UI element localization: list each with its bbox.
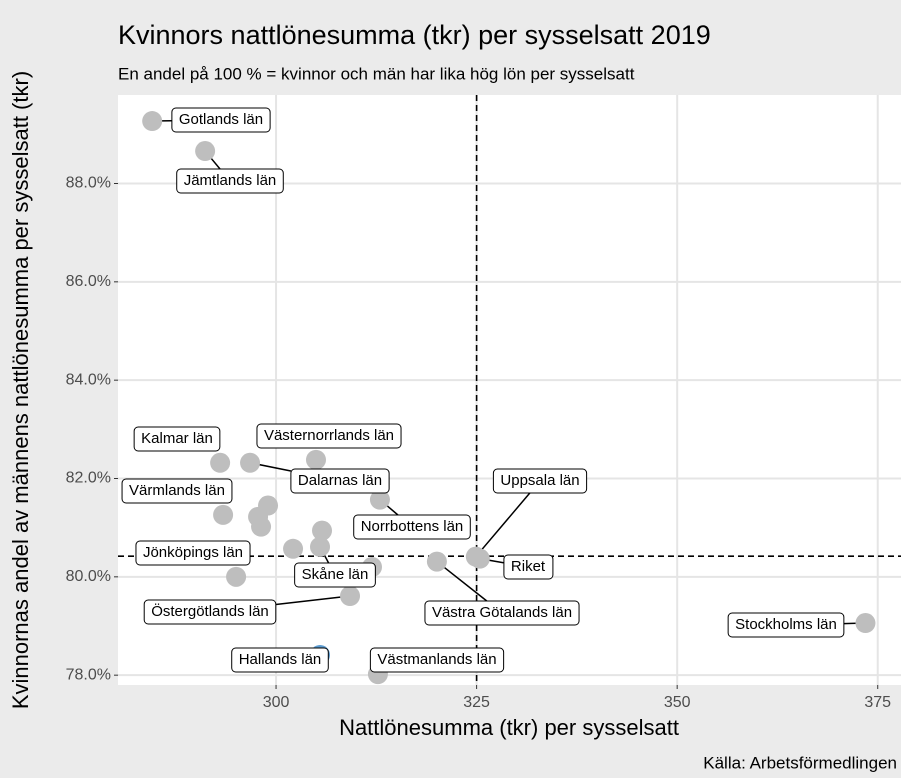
point-label: Västra Götalands län [432,604,572,621]
point [251,516,272,537]
label-box [133,426,221,452]
point [310,536,331,557]
x-tick-label: 375 [864,694,891,711]
point-label: Norrbottens län [361,518,464,535]
point-label: Dalarnas län [298,472,382,489]
point [213,504,234,525]
point [369,489,390,510]
point-label: Värmlands län [129,482,225,499]
x-tick-label: 350 [664,694,691,711]
y-tick-label: 78.0% [66,666,111,683]
label-box [256,423,402,449]
point [240,452,261,473]
point [469,548,490,569]
label-box [727,612,845,638]
point [312,520,333,541]
point [226,566,247,587]
point [142,111,163,132]
label-box [492,468,588,494]
point-label: Uppsala län [500,472,579,489]
label-box [143,599,277,625]
point-label: Skåne län [302,566,369,583]
label-box [176,168,284,194]
point-label: Riket [511,558,546,575]
label-box [135,540,251,566]
label-box [353,514,471,540]
leader-line [475,492,531,558]
x-tick-label: 300 [263,694,290,711]
leader-line [436,561,488,602]
y-tick-label: 82.0% [66,470,111,487]
x-axis-label: Nattlönesumma (tkr) per sysselsatt [339,715,679,740]
point-label: Gotlands län [179,111,263,128]
point-label: Jönköpings län [143,544,243,561]
y-tick-label: 86.0% [66,273,111,290]
y-tick-label: 80.0% [66,568,111,585]
point-label: Östergötlands län [151,602,269,620]
point [210,452,231,473]
leader-line [275,595,351,606]
label-box [171,107,271,133]
point-label: Västmanlands län [377,651,496,668]
point [195,141,216,162]
label-box [369,647,505,673]
y-axis-label: Kvinnornas andel av männens nattlönesumm… [8,71,33,709]
label-box [294,562,376,588]
point-label: Västernorrlands län [264,427,394,444]
point-label: Kalmar län [141,430,213,447]
point [305,449,326,470]
point-label: Hallands län [239,651,322,668]
label-box [503,554,554,580]
subtitle: En andel på 100 % = kvinnor och män har … [118,64,635,83]
label-box [121,478,233,504]
point-label: Jämtlands län [184,172,277,189]
x-tick-label: 325 [463,694,490,711]
point [855,613,876,634]
y-tick-label: 88.0% [66,175,111,192]
point-label: Stockholms län [735,616,837,633]
point [426,551,447,572]
point [340,586,361,607]
y-tick-label: 84.0% [66,371,111,388]
chart-title: Kvinnors nattlönesumma (tkr) per syssels… [118,20,711,50]
caption: Källa: Arbetsförmedlingen [703,753,897,772]
label-box [290,468,390,494]
label-box [424,600,580,626]
label-box [231,647,329,673]
point [283,538,304,559]
